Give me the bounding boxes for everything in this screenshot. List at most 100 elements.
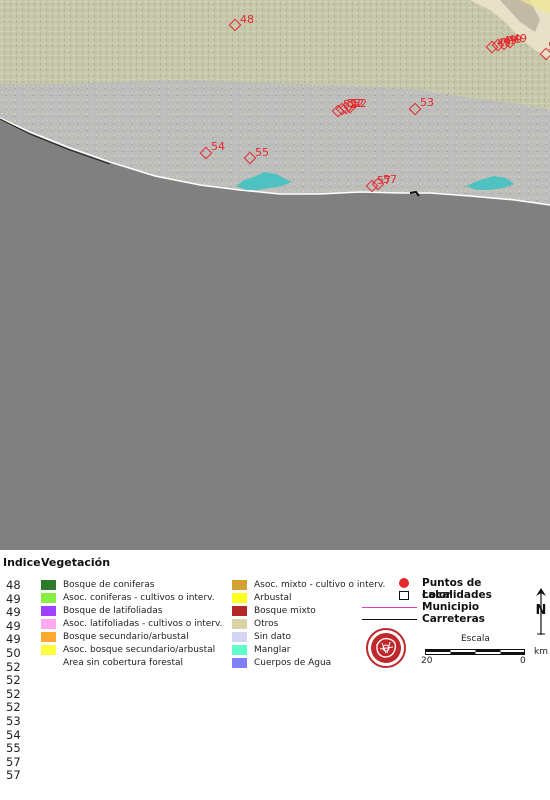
legend-swatch xyxy=(41,593,56,603)
vegetated-land xyxy=(0,0,550,110)
vegetation-legend-item: Asoc. bosque secundario/arbustal xyxy=(41,644,223,657)
map-view[interactable]: 48 49 49 49 49 50 52 52 52 52 53 54 55 5… xyxy=(0,0,550,550)
indice-list: 48 49 49 49 49 50 52 52 52 52 53 54 55 5… xyxy=(6,578,21,783)
indice-item: 52 xyxy=(6,673,21,688)
scale-unit: km xyxy=(534,647,548,657)
indice-item: 48 xyxy=(6,578,21,592)
vegetation-legend-item: Bosque de coniferas xyxy=(41,579,223,592)
legend-label: Asoc. coniferas - cultivos o interv. xyxy=(63,593,215,603)
vegetation-legend-item: Bosque secundario/arbustal xyxy=(41,631,223,644)
hotspot-marker[interactable]: 53 xyxy=(408,96,434,116)
legend-label: Bosque mixto xyxy=(254,606,316,616)
legend-swatch xyxy=(41,606,56,616)
hotspot-marker[interactable]: 55 xyxy=(243,146,269,165)
legend-label: Asoc. bosque secundario/arbustal xyxy=(63,645,216,655)
legend-label: Cuerpos de Agua xyxy=(254,658,332,668)
vegetation-legend-item: Arbustal xyxy=(232,592,385,605)
relief-shade xyxy=(500,0,540,32)
legend-label: Arbustal xyxy=(254,593,292,603)
hotspot-marker[interactable]: 52 xyxy=(343,97,367,114)
indice-item: 52 xyxy=(6,659,21,674)
legend-swatch xyxy=(232,580,247,590)
hotspots-layer: 48 49 49 49 49 50 52 52 52 52 53 54 55 5… xyxy=(199,13,550,193)
indice-item: 49 xyxy=(6,605,21,620)
hotspot-label: 48 xyxy=(240,13,254,26)
legend-swatch xyxy=(41,658,56,668)
legend-label: Asoc. latifoliadas - cultivos o interv. xyxy=(63,619,223,629)
hotspot-label: 52 xyxy=(350,97,364,110)
hotspot-label: 57 xyxy=(377,174,391,187)
legend-swatch xyxy=(41,580,56,590)
hotspot-marker[interactable]: 50 xyxy=(539,40,550,61)
coastline-edge xyxy=(0,118,111,165)
legend-label: Area sin cobertura forestal xyxy=(63,658,183,668)
hotspot-label: 57 xyxy=(383,173,397,186)
symbol-label: Municipio xyxy=(422,601,480,613)
hotspot-label: 55 xyxy=(255,146,269,159)
symbol-label: Carreteras xyxy=(422,613,485,625)
indice-item: 49 xyxy=(6,591,21,606)
scale-bar xyxy=(425,649,525,655)
hotspot-dot-icon xyxy=(362,577,417,589)
indice-item: 49 xyxy=(6,632,21,647)
legend-swatch xyxy=(232,658,247,668)
indice-item: 53 xyxy=(6,713,21,728)
vegetation-legend-item: Bosque mixto xyxy=(232,605,385,618)
indice-item: 57 xyxy=(6,768,21,783)
locality-square-icon xyxy=(362,589,417,601)
vegetation-legend-item: Otros xyxy=(232,618,385,631)
indice-item: 57 xyxy=(6,754,21,769)
legend-label: Manglar xyxy=(254,645,291,655)
legend-swatch xyxy=(232,632,247,642)
indice-item: 49 xyxy=(6,618,21,633)
lagoon-east xyxy=(466,176,514,190)
symbol-municipality: Municipio xyxy=(362,601,512,613)
hotspot-label: 50 xyxy=(548,40,550,53)
legend-swatch xyxy=(232,619,247,629)
river-mouth xyxy=(409,190,420,197)
legend-label: Otros xyxy=(254,619,279,629)
hotspot-label: 49 xyxy=(513,32,527,45)
symbol-localities: Localidades xyxy=(362,589,512,601)
legend-swatch xyxy=(41,619,56,629)
vegetation-legend-item: Asoc. mixto - cultivo o interv. xyxy=(232,579,385,592)
hotspot-marker[interactable]: 54 xyxy=(199,140,225,160)
vegetation-legend-item: Area sin cobertura forestal xyxy=(41,657,223,670)
legend-label: Sin dato xyxy=(254,632,292,642)
legend-swatch xyxy=(41,632,56,642)
legend-swatch xyxy=(232,645,247,655)
indice-item: 55 xyxy=(6,741,21,756)
scale-title: Escala xyxy=(461,634,490,644)
hotspot-marker[interactable]: 48 xyxy=(228,13,254,32)
legend-label: Bosque de coniferas xyxy=(63,580,155,590)
symbol-label: Localidades xyxy=(422,589,492,601)
indice-item: 54 xyxy=(6,727,21,742)
hotspot-marker[interactable]: 49 xyxy=(497,33,522,51)
lagoon-west xyxy=(236,172,292,190)
municipality-line-icon xyxy=(362,601,417,613)
hotspot-marker[interactable]: 57 xyxy=(371,173,397,191)
vegetation-legend-item: Bosque de latifoliadas xyxy=(41,605,223,618)
vegetation-legend-item: Asoc. coniferas - cultivos o interv. xyxy=(41,592,223,605)
indice-header: Indice xyxy=(3,556,41,569)
road-line-icon xyxy=(362,613,417,625)
legend-swatch xyxy=(232,606,247,616)
symbol-hotspots: Puntos de calor xyxy=(362,577,512,601)
legend-label: Bosque secundario/arbustal xyxy=(63,632,189,642)
indice-item: 52 xyxy=(6,686,21,701)
scale-label-right: 0 xyxy=(520,656,526,666)
north-label: N xyxy=(536,603,547,618)
legend-swatch xyxy=(41,645,56,655)
indice-item: 52 xyxy=(6,700,21,715)
hotspot-label: 52 xyxy=(353,97,367,110)
hotspot-marker[interactable]: 57 xyxy=(365,174,391,193)
north-arrow-icon: N xyxy=(536,588,547,635)
vegetation-legend-item: Asoc. latifoliadas - cultivos o interv. xyxy=(41,618,223,631)
hotspot-marker[interactable]: 49 xyxy=(503,32,527,49)
vegetation-legend-item: Manglar xyxy=(232,644,385,657)
symbol-roads: Carreteras xyxy=(362,613,512,625)
legend-label: Bosque de latifoliadas xyxy=(63,606,163,616)
vegetation-legend-col-2: Asoc. mixto - cultivo o interv. Arbustal… xyxy=(232,579,385,670)
vegetation-legend-item: Cuerpos de Agua xyxy=(232,657,385,670)
coastline-beach xyxy=(0,117,550,206)
